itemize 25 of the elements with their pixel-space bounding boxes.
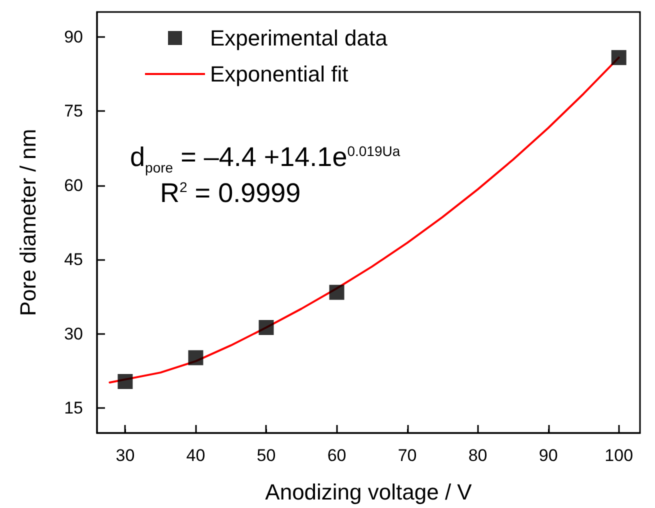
- y-tick-label: 15: [64, 398, 83, 418]
- y-tick-label: 60: [64, 176, 83, 195]
- point: [118, 374, 133, 389]
- x-tick-label: 30: [116, 446, 135, 465]
- legend-label: Exponential fit: [210, 62, 348, 86]
- x-tick-label: 70: [398, 446, 417, 465]
- legend-label: Experimental data: [210, 26, 388, 50]
- x-tick-label: 80: [468, 446, 488, 465]
- y-tick-label: 75: [64, 102, 83, 121]
- point: [188, 350, 204, 366]
- point: [611, 50, 626, 66]
- x-tick-label: 100: [604, 446, 634, 465]
- y-tick-label: 45: [64, 250, 83, 270]
- x-tick-label: 40: [186, 446, 206, 465]
- annotation: R$^{2}$ = 0.9999: [160, 178, 301, 209]
- y-axis-title: Pore diameter / nm: [16, 128, 40, 316]
- point: [329, 284, 344, 300]
- x-axis-title: Anodizing voltage / V: [265, 480, 472, 504]
- x-tick-label: 60: [327, 446, 346, 465]
- y-tick-label: 90: [64, 27, 83, 46]
- point: [258, 320, 274, 335]
- y-tick-label: 30: [64, 324, 83, 344]
- x-tick-label: 50: [256, 446, 276, 465]
- annotation: d$_{pore}$ = –4.4 +14.1e$^{0.019Ua}$: [130, 142, 400, 176]
- x-tick-label: 90: [538, 446, 558, 465]
